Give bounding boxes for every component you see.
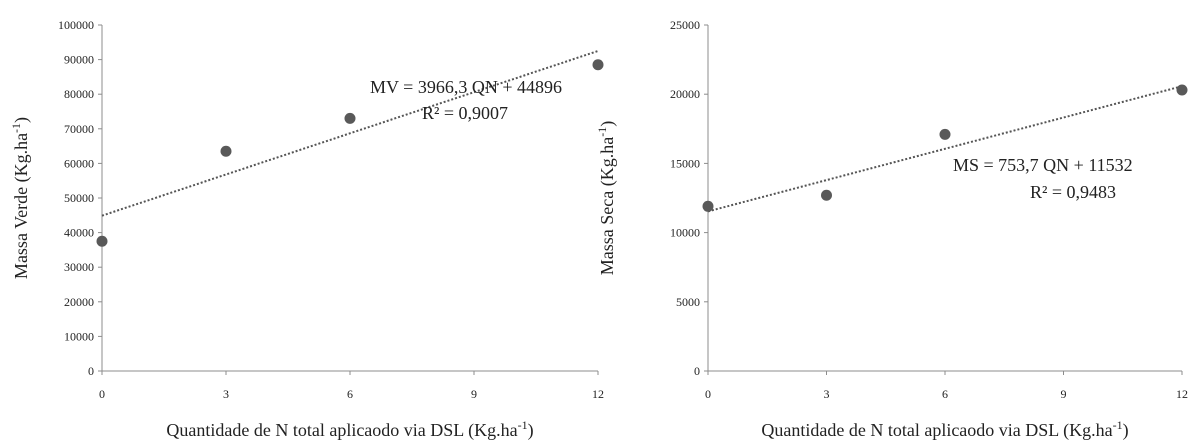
y-tick-label: 60000: [64, 156, 94, 170]
data-point: [939, 128, 951, 140]
y-tick-label: 10000: [670, 226, 700, 240]
chart-right: 0 5000 10000 15000 20000 25000 0 3 6 9 12 MS = 753,…: [595, 18, 1188, 441]
data-point: [592, 59, 604, 71]
x-tick-label: 6: [942, 387, 948, 401]
x-axis-title: Quantidade de N total aplicaodo via DSL …: [166, 418, 533, 441]
data-point: [220, 145, 232, 157]
y-axis-title: Massa Seca (Kg.ha-1): [595, 121, 618, 275]
x-tick-label: 3: [824, 387, 830, 401]
x-tick-label: 12: [1176, 387, 1188, 401]
x-tick-label: 9: [1061, 387, 1067, 401]
trendline: [101, 50, 599, 217]
regression-equation: MV = 3966,3 QN + 44896: [370, 77, 562, 97]
y-tick-label: 0: [694, 364, 700, 378]
data-point: [1176, 84, 1188, 96]
y-axis-title: Massa Verde (Kg.ha-1): [9, 117, 32, 279]
r-squared-label: R² = 0,9483: [1030, 182, 1116, 202]
r-squared-label: R² = 0,9007: [422, 103, 508, 123]
y-tick-label: 20000: [64, 295, 94, 309]
y-tick-label: 90000: [64, 53, 94, 67]
x-tick-label: 9: [471, 387, 477, 401]
y-tick-label: 100000: [58, 18, 94, 32]
y-tick-label: 10000: [64, 329, 94, 343]
y-tick-label: 0: [88, 364, 94, 378]
x-tick-label: 0: [705, 387, 711, 401]
y-tick-label: 40000: [64, 226, 94, 240]
x-tick-label: 0: [99, 387, 105, 401]
y-tick-label: 5000: [676, 295, 700, 309]
y-tick-label: 20000: [670, 87, 700, 101]
regression-equation: MS = 753,7 QN + 11532: [953, 155, 1133, 175]
y-tick-label: 15000: [670, 156, 700, 170]
data-point: [344, 112, 356, 124]
y-tick-label: 50000: [64, 191, 94, 205]
data-point: [96, 235, 108, 247]
trendline: [707, 85, 1183, 213]
y-tick-label: 25000: [670, 18, 700, 32]
data-point: [702, 200, 714, 212]
data-point: [821, 189, 832, 201]
y-tick-label: 70000: [64, 122, 94, 136]
x-tick-label: 12: [592, 387, 604, 401]
x-axis-title: Quantidade de N total aplicaodo via DSL …: [761, 418, 1128, 441]
chart-left: 0 10000 20000 30000 40000 50000 60000 70000 8000…: [9, 18, 604, 441]
y-tick-label: 30000: [64, 260, 94, 274]
x-tick-label: 6: [347, 387, 353, 401]
x-tick-label: 3: [223, 387, 229, 401]
y-tick-label: 80000: [64, 87, 94, 101]
